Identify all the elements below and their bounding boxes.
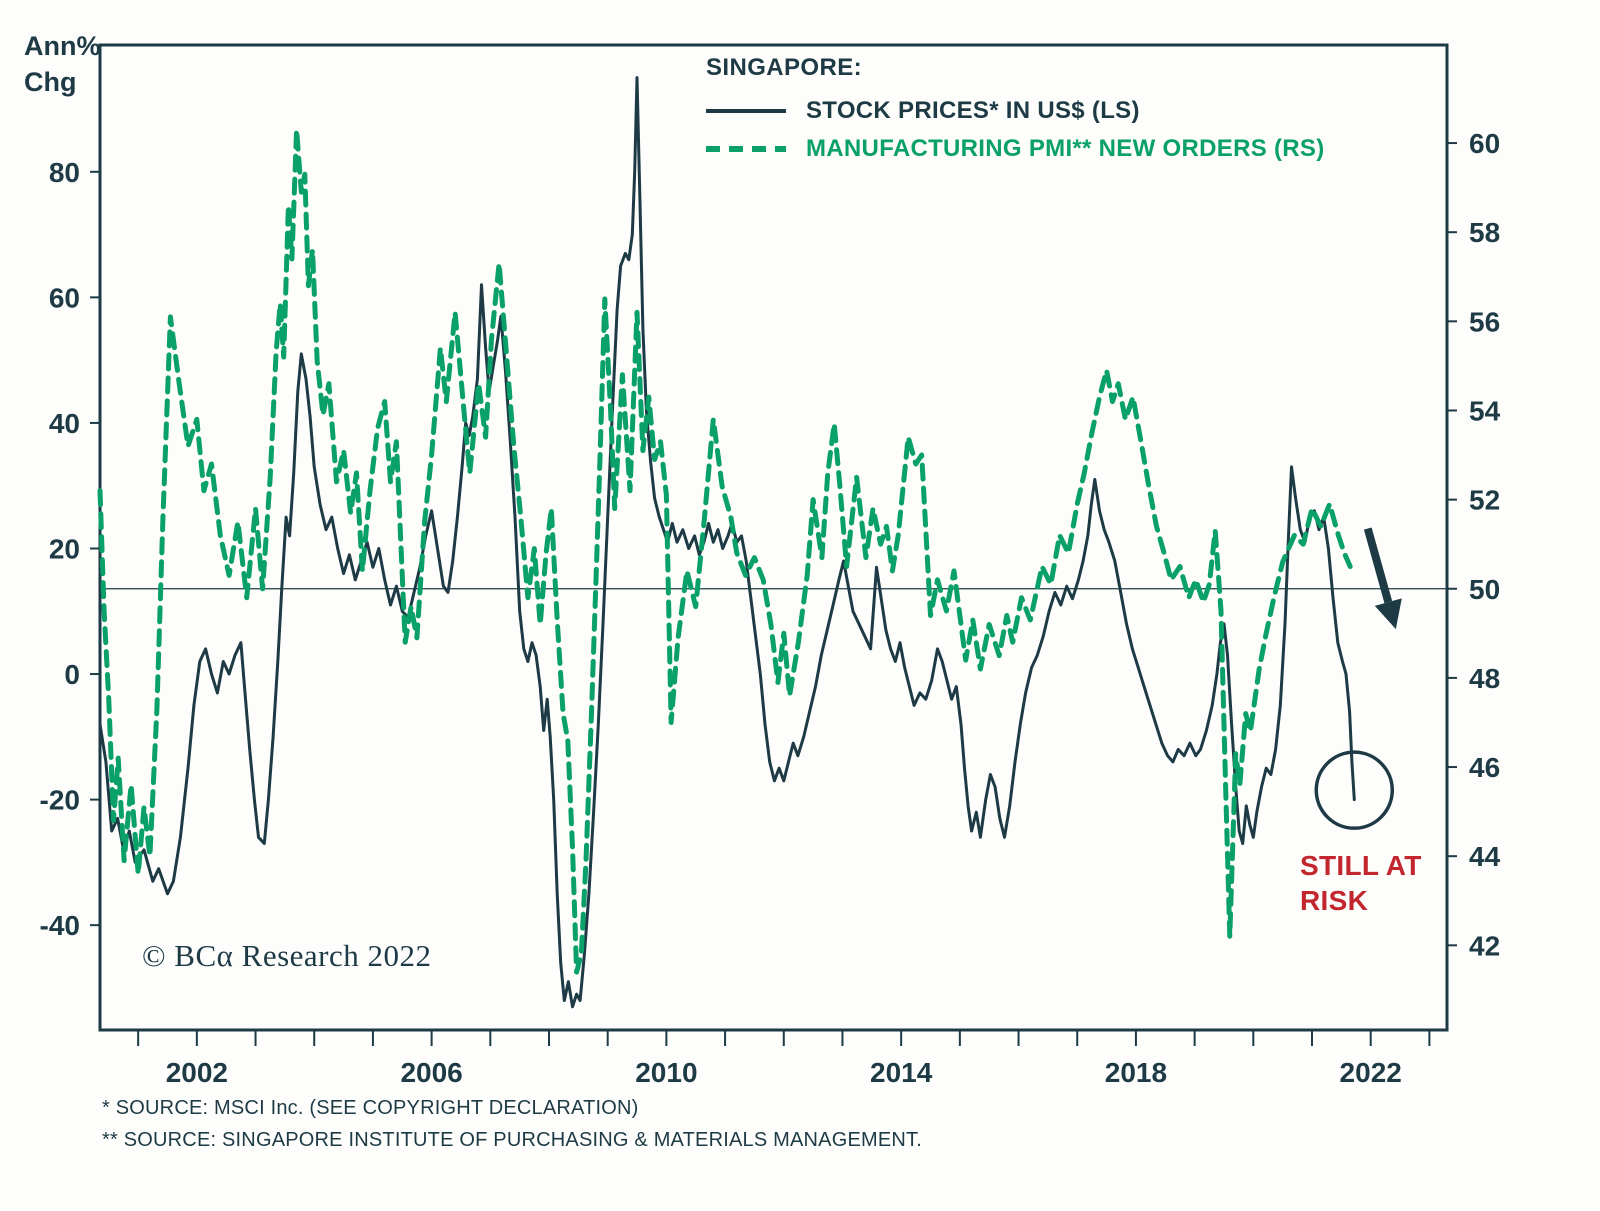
right-axis-label: 46 [1469,752,1500,783]
x-axis-label: 2018 [1105,1057,1167,1088]
legend-item-pmi: MANUFACTURING PMI** NEW ORDERS (RS) [706,130,1325,168]
down-arrow-shaft [1363,527,1393,604]
right-axis-label: 52 [1469,485,1500,516]
x-axis-label: 2014 [870,1057,933,1088]
legend-label-pmi: MANUFACTURING PMI** NEW ORDERS (RS) [806,135,1325,162]
still-at-risk-line1: STILL AT [1300,850,1422,881]
down-arrow-head [1374,598,1402,630]
left-axis-title-line2: Chg [24,67,77,98]
legend-item-stock-prices: STOCK PRICES* IN US$ (LS) [706,92,1325,130]
footnote-source-msci: * SOURCE: MSCI Inc. (SEE COPYRIGHT DECLA… [102,1097,639,1119]
series-pmi-new-orders [97,127,1353,975]
left-axis-label: 20 [49,533,80,564]
stock-line-sample [706,109,786,113]
x-axis-label: 2010 [635,1057,697,1088]
pmi-line-sample [706,146,786,152]
left-axis-label: 40 [49,408,80,439]
x-axis-label: 2022 [1340,1057,1402,1088]
left-axis-label: 0 [64,659,80,690]
copyright-notice: © BCα Research 2022 [142,938,432,973]
left-axis-label: 80 [49,157,80,188]
right-axis-label: 42 [1469,930,1500,961]
risk-circle-annotation [1314,750,1395,830]
still-at-risk-label: STILL AT RISK [1300,848,1422,918]
legend: SINGAPORE: STOCK PRICES* IN US$ (LS) MAN… [706,54,1325,168]
left-axis-label: 60 [49,282,80,313]
left-axis-label: -20 [40,785,80,816]
right-axis-label: 60 [1469,128,1500,159]
x-axis-label: 2002 [166,1057,228,1088]
footnote-source-sipmm: ** SOURCE: SINGAPORE INSTITUTE OF PURCHA… [102,1129,923,1151]
still-at-risk-line2: RISK [1300,885,1369,916]
right-axis-label: 48 [1469,663,1500,694]
left-axis-label: -40 [40,910,80,941]
legend-title: SINGAPORE: [706,54,863,81]
left-axis-title: Ann% Chg [24,28,101,101]
series-stock-prices [98,76,1356,1009]
right-axis-label: 56 [1469,306,1500,337]
legend-label-stock-prices: STOCK PRICES* IN US$ (LS) [806,97,1140,124]
right-axis-label: 50 [1469,574,1500,605]
right-axis-label: 54 [1469,395,1501,426]
right-axis-label: 44 [1469,841,1501,872]
left-axis-title-line1: Ann% [24,31,101,61]
x-axis-label: 2006 [400,1057,462,1088]
footnotes: * SOURCE: MSCI Inc. (SEE COPYRIGHT DECLA… [102,1092,922,1156]
right-axis-label: 58 [1469,217,1500,248]
